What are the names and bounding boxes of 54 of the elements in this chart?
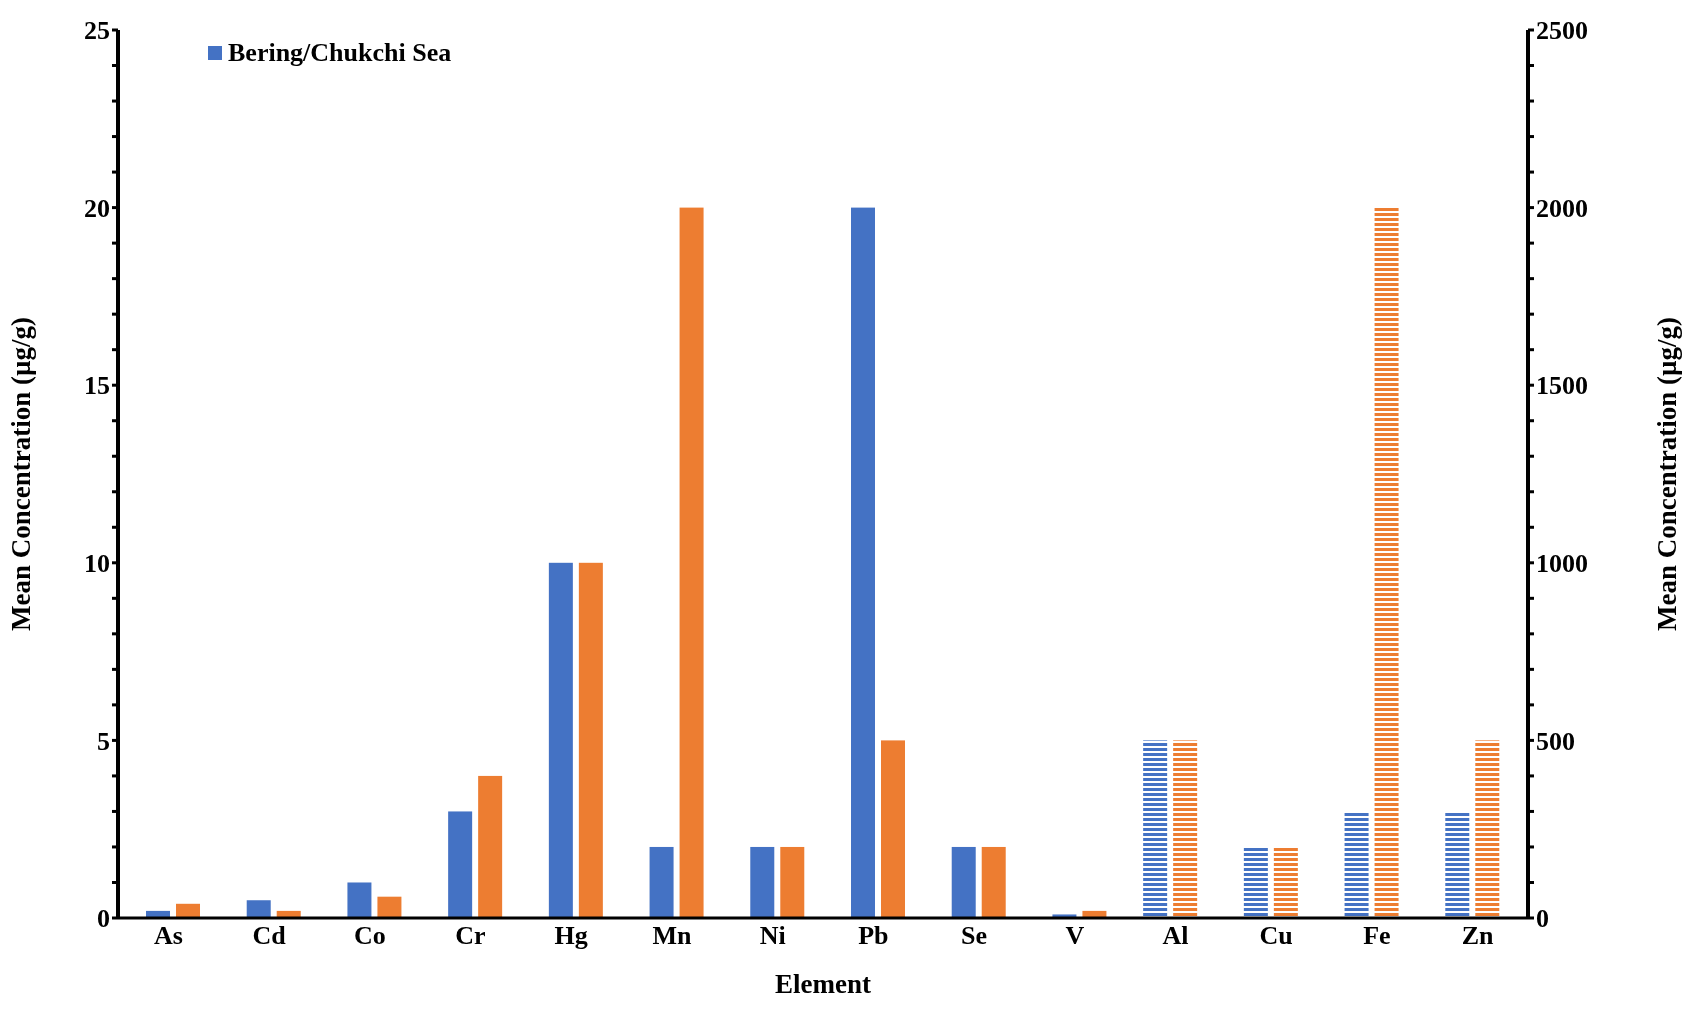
bar [649, 846, 674, 918]
y2-tick-label: 1000 [1536, 549, 1588, 579]
y-tick-label: 0 [97, 904, 110, 934]
bar [1374, 207, 1399, 918]
x-tick-label: Al [1162, 921, 1189, 951]
bar [1273, 846, 1298, 918]
y2-tick-label: 2000 [1536, 193, 1588, 223]
bar [1173, 740, 1198, 918]
bar [578, 562, 603, 918]
bar [1475, 740, 1500, 918]
y2-tick-label: 0 [1536, 904, 1549, 934]
bar [780, 846, 805, 918]
x-tick-label: Zn [1461, 921, 1495, 951]
bar [246, 900, 271, 918]
x-axis-title: Element [775, 969, 871, 999]
x-tick-label: Ni [759, 921, 786, 951]
bar [478, 775, 503, 918]
y-tick-label: 15 [84, 371, 110, 401]
y-tick-label: 20 [84, 193, 110, 223]
y2-tick-label: 2500 [1536, 16, 1588, 46]
bar [1243, 846, 1268, 918]
bar [548, 562, 573, 918]
bar [951, 846, 976, 918]
bar [1143, 740, 1168, 918]
y-tick-label: 25 [84, 16, 110, 46]
y-tick-label: 10 [84, 549, 110, 579]
bar [851, 207, 875, 918]
y2-tick-label: 1500 [1536, 371, 1588, 401]
x-tick-label: Fe [1363, 921, 1391, 951]
legend-label: Bering/Chukchi Sea [228, 38, 452, 68]
y2-tick-label: 500 [1536, 726, 1575, 756]
x-tick-label: Cd [252, 921, 287, 951]
bar [750, 846, 775, 918]
y-tick-label: 5 [97, 726, 110, 756]
bar [881, 740, 905, 918]
x-tick-label: Se [961, 921, 988, 951]
bar [1445, 811, 1470, 918]
bar [176, 903, 200, 918]
y-axis-title: Mean Concentration (µg/g) [5, 316, 36, 632]
x-tick-label: Mn [652, 921, 692, 951]
bar [347, 882, 372, 918]
x-tick-label: Cr [455, 921, 486, 951]
bar [981, 846, 1006, 918]
x-tick-label: Pb [858, 921, 889, 951]
x-tick-label: As [153, 921, 183, 951]
x-tick-label: Co [353, 921, 386, 951]
bar [448, 811, 473, 918]
x-tick-label: V [1065, 921, 1085, 951]
bar [679, 207, 704, 918]
x-tick-label: Hg [554, 921, 588, 951]
bar [377, 896, 402, 918]
y2-axis-title: Mean Concentration (µg/g) [1651, 316, 1682, 632]
bar [1344, 811, 1369, 918]
x-tick-label: Cu [1259, 921, 1293, 951]
